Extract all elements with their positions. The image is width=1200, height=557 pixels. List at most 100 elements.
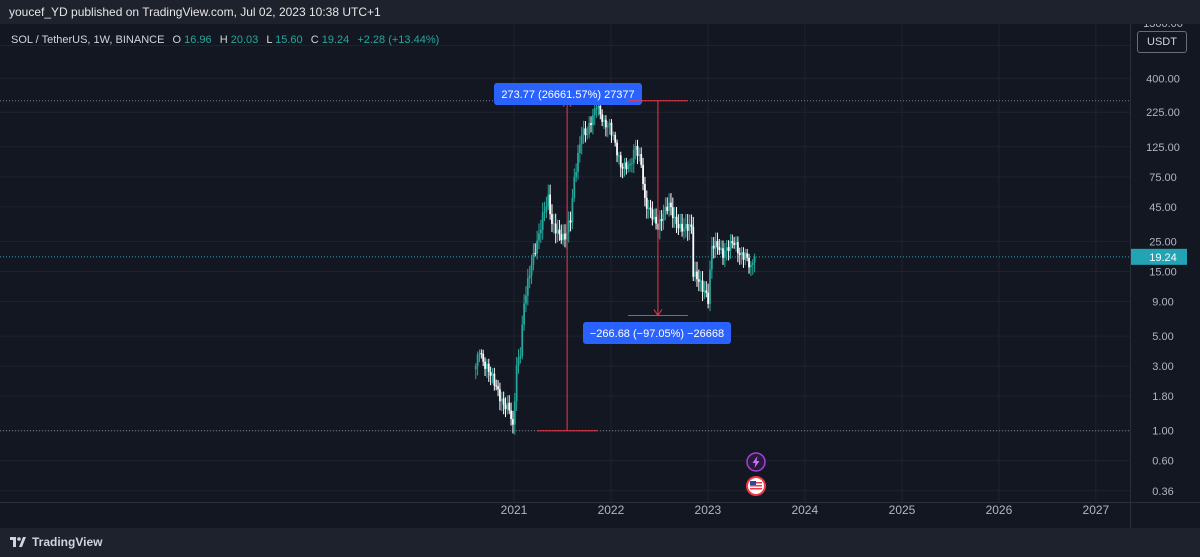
candle: [549, 184, 552, 220]
candle: [500, 391, 503, 412]
candle-body: [632, 149, 635, 164]
candle-body: [619, 155, 622, 168]
candle-body: [736, 242, 739, 254]
candle: [495, 379, 498, 391]
price-tick-label: 0.60: [1152, 456, 1173, 468]
candle-body: [543, 211, 546, 213]
candle: [580, 126, 583, 155]
candle-body: [677, 224, 680, 229]
us-flag-icon[interactable]: [746, 476, 766, 496]
candle-body: [651, 209, 654, 220]
candle: [619, 151, 622, 178]
candle-body: [491, 373, 494, 376]
candle: [504, 397, 507, 418]
currency-button[interactable]: USDT: [1137, 31, 1187, 53]
candle-body: [504, 404, 507, 410]
candle-body: [668, 202, 670, 212]
high-label: H: [220, 34, 228, 46]
candle: [694, 261, 697, 282]
candle-body: [578, 144, 581, 154]
candle-body: [684, 224, 687, 229]
candle: [487, 358, 490, 382]
candle: [627, 160, 630, 173]
candle: [748, 253, 750, 274]
price-tick-label: 5.00: [1152, 331, 1173, 343]
candle: [722, 240, 724, 265]
candle-body: [690, 224, 693, 227]
measurement-tools[interactable]: 273.77 (26661.57%) 27377 −266.68 (−97.05%…: [494, 83, 731, 432]
candle: [662, 204, 665, 230]
time-tick-label: 2025: [889, 503, 916, 517]
candle: [480, 349, 483, 359]
chart[interactable]: 273.77 (26661.57%) 27377 −266.68 (−97.05%…: [0, 24, 1200, 528]
candle: [634, 140, 637, 160]
candle-body: [487, 363, 490, 372]
candle-body: [625, 162, 628, 170]
candle-body: [710, 245, 713, 270]
candle-body: [612, 134, 615, 136]
candle: [740, 246, 743, 265]
candle: [716, 232, 719, 255]
candle-body: [549, 194, 552, 215]
tradingview-logo-icon: [10, 537, 26, 547]
candle-body: [709, 269, 711, 304]
rise-measurement[interactable]: 273.77 (26661.57%) 27377: [494, 83, 642, 432]
candle-body: [551, 214, 553, 224]
candle-body: [590, 123, 592, 126]
candle: [670, 193, 672, 216]
current-price-label: 19.24: [1149, 252, 1177, 264]
lightning-icon[interactable]: [746, 452, 766, 472]
candle-body: [552, 223, 555, 225]
candle-body: [671, 207, 674, 219]
candle: [699, 270, 702, 292]
low-label: L: [266, 34, 272, 46]
symbol-label: SOL / TetherUS, 1W, BINANCE: [11, 34, 164, 46]
candle: [601, 109, 604, 127]
candle-body: [554, 223, 557, 234]
candle-body: [748, 257, 750, 268]
candle-body: [528, 275, 531, 279]
candle: [692, 216, 695, 282]
footer-bar: TradingView: [0, 528, 1200, 557]
svg-text:SOL / TetherUS, 1W, BINANCE: SOL / TetherUS, 1W, BINANCE O 16.96 H 20…: [11, 34, 439, 46]
candle: [517, 349, 520, 374]
candle-body: [482, 353, 485, 362]
candle-body: [616, 142, 618, 156]
candle-body: [569, 220, 572, 223]
candle-body: [512, 419, 514, 425]
candle-body: [534, 253, 537, 255]
candle: [681, 213, 684, 237]
ohlc-legend: SOL / TetherUS, 1W, BINANCE O 16.96 H 20…: [11, 34, 439, 46]
candle: [703, 281, 706, 300]
candle: [506, 395, 509, 415]
candle-body: [580, 134, 583, 145]
candle: [562, 224, 565, 246]
candle: [525, 286, 527, 313]
candle-body: [692, 226, 695, 277]
candle-body: [556, 229, 559, 234]
time-tick-label: 2021: [501, 503, 528, 517]
candle: [588, 116, 591, 139]
candle-body: [740, 252, 743, 255]
candle-body: [489, 371, 492, 376]
candle-body: [575, 171, 578, 178]
candle: [608, 118, 611, 135]
candle-body: [627, 165, 630, 170]
candle-body: [547, 194, 550, 207]
candle: [690, 214, 693, 234]
tradingview-brand[interactable]: TradingView: [10, 535, 102, 549]
candle: [616, 139, 618, 163]
candle-body: [591, 115, 594, 126]
candle-body: [526, 278, 529, 296]
rise-label: 273.77 (26661.57%) 27377: [501, 89, 634, 101]
candle-body: [753, 256, 756, 263]
candle: [744, 248, 747, 266]
fall-measurement[interactable]: −266.68 (−97.05%) −26668: [583, 100, 731, 344]
candle: [604, 115, 607, 137]
low-value: 15.60: [275, 34, 303, 46]
candle-body: [595, 108, 598, 110]
candle-body: [541, 212, 544, 230]
axes: 700.00400.00225.00125.0075.0045.0025.001…: [0, 24, 1200, 528]
candle: [569, 211, 572, 232]
candle-body: [603, 119, 605, 122]
